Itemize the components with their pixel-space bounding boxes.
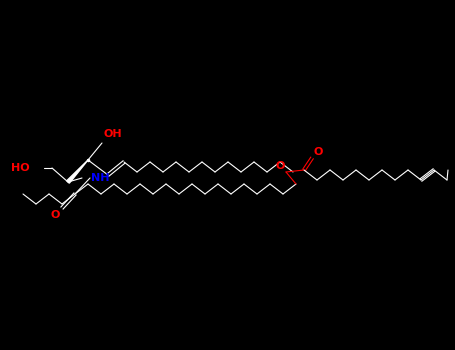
Text: HO: HO bbox=[11, 163, 30, 173]
Text: OH: OH bbox=[104, 129, 123, 139]
Text: O: O bbox=[276, 161, 285, 171]
Polygon shape bbox=[67, 160, 88, 183]
Text: O: O bbox=[51, 210, 60, 220]
Text: NH: NH bbox=[91, 173, 110, 183]
Text: O: O bbox=[314, 147, 324, 157]
